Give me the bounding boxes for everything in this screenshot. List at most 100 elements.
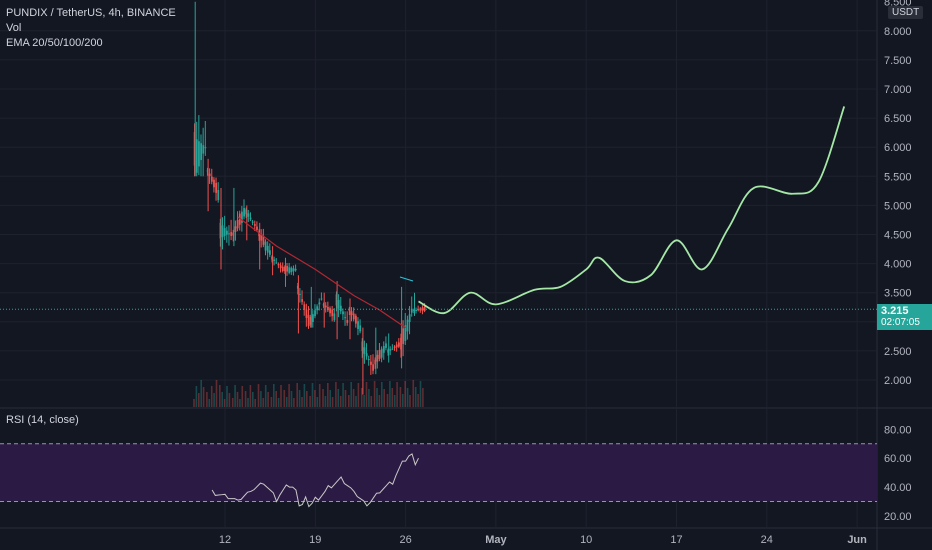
candle-body (217, 189, 220, 201)
candle-body (279, 265, 282, 269)
candle-body (309, 316, 312, 325)
volume-bar (378, 395, 381, 407)
candle-body (331, 309, 334, 317)
candle-body (335, 294, 338, 306)
price-tick-label: 4.000 (884, 259, 912, 271)
candle-body (361, 341, 364, 352)
candle-body (258, 231, 261, 237)
candle-body (389, 349, 392, 351)
volume-bar (339, 396, 342, 407)
candle-body (260, 233, 263, 241)
volume-bar (244, 391, 247, 407)
volume-bar (298, 390, 301, 407)
candle-body (417, 309, 420, 311)
time-tick-label: Jun (847, 534, 867, 546)
price-tick-label: 6.500 (884, 113, 912, 125)
candle-body (421, 307, 424, 311)
volume-bar (252, 392, 254, 407)
candle-body (423, 306, 426, 311)
candle-body (378, 349, 381, 359)
candle-body (367, 359, 370, 361)
candle-body (266, 245, 269, 253)
candle-body (204, 147, 207, 149)
volume-bar (348, 395, 350, 407)
rsi-indicator-label[interactable]: RSI (14, close) (6, 414, 79, 426)
volume-bar (257, 384, 260, 407)
ema-indicator-label[interactable]: EMA 20/50/100/200 (6, 37, 103, 49)
volume-bar (288, 384, 290, 407)
candle-body (286, 265, 288, 272)
volume-bar (422, 388, 424, 407)
candle-body (236, 219, 239, 229)
volume-bar (206, 392, 208, 407)
volume-bar (373, 381, 376, 407)
volume-bar (357, 383, 360, 407)
candle-body (290, 267, 293, 273)
volume-indicator-label[interactable]: Vol (6, 22, 22, 34)
candle-body (219, 222, 222, 239)
candle-body (200, 143, 202, 161)
candle-body (415, 309, 417, 311)
volume-bar (342, 383, 344, 407)
volume-bar (419, 381, 422, 407)
candle-body (271, 256, 273, 260)
volume-bar (231, 398, 234, 407)
candle-body (346, 320, 349, 323)
volume-bar (247, 398, 249, 407)
price-tick-label: 6.000 (884, 142, 912, 154)
price-tick-label: 2.500 (884, 346, 912, 358)
candle-body (247, 213, 250, 217)
candle-body (324, 305, 327, 308)
price-tick-label: 5.500 (884, 171, 912, 183)
price-tick-label: 7.000 (884, 84, 912, 96)
symbol-title[interactable]: PUNDIX / TetherUS, 4h, BINANCE (6, 7, 176, 19)
volume-bar (383, 389, 385, 407)
volume-bar (337, 389, 340, 407)
volume-bar (412, 380, 415, 407)
volume-bar (241, 386, 244, 407)
volume-bar (275, 391, 277, 407)
time-tick-label: 19 (309, 534, 321, 546)
candle-body (337, 300, 340, 309)
volume-bar (280, 385, 282, 407)
volume-bar (386, 394, 389, 407)
candle-body (318, 302, 321, 305)
candle-body (322, 304, 325, 306)
candle-body (410, 308, 413, 313)
volume-bar (318, 384, 321, 407)
volume-bar (368, 389, 370, 407)
candle-body (228, 233, 230, 235)
volume-bar (381, 382, 383, 407)
volume-bar (290, 391, 293, 407)
price-tick-label: 4.500 (884, 230, 912, 242)
price-tick-label: 3.500 (884, 288, 912, 300)
candle-body (382, 346, 385, 353)
candle-body (348, 308, 351, 311)
candle-body (387, 349, 390, 353)
volume-bar (236, 392, 239, 407)
rsi-tick-label: 60.00 (884, 453, 912, 465)
candle-body (339, 305, 342, 312)
candle-body (294, 268, 297, 271)
volume-bar (406, 388, 409, 407)
volume-bar (352, 389, 355, 407)
chart-legend: PUNDIX / TetherUS, 4h, BINANCE Vol EMA 2… (6, 6, 176, 51)
rsi-tick-label: 80.00 (884, 424, 912, 436)
candle-body (305, 309, 308, 318)
candle-body (206, 170, 209, 172)
volume-bar (316, 397, 319, 407)
volume-bar (262, 398, 265, 407)
candle-body (299, 293, 301, 295)
candle-body (376, 354, 379, 362)
candle-body (406, 319, 409, 332)
candle-body (249, 217, 252, 220)
candle-body (370, 361, 372, 365)
candle-body (273, 259, 276, 261)
last-price-value: 3.215 (881, 305, 909, 317)
volume-bar (296, 383, 298, 407)
bar-countdown: 02:07:05 (881, 317, 920, 328)
candle-body (284, 266, 286, 271)
candle-body (329, 308, 331, 314)
candle-body (281, 266, 284, 271)
